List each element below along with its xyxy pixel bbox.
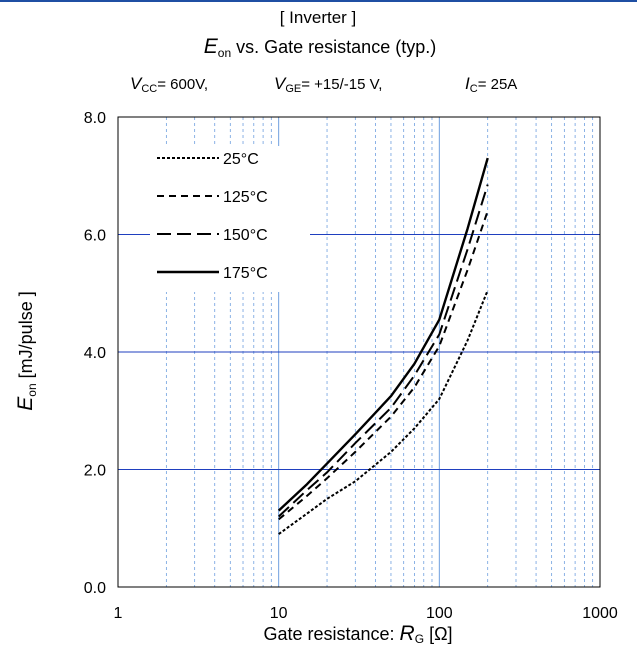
x-axis-label-symbol: R bbox=[400, 622, 415, 645]
y-tick-label: 6.0 bbox=[84, 228, 106, 245]
condition-vcc-subscript: CC bbox=[141, 83, 157, 95]
x-tick-label: 10 bbox=[270, 605, 288, 622]
x-tick-label: 100 bbox=[426, 605, 453, 622]
y-tick-label: 8.0 bbox=[84, 110, 106, 127]
plot-frame bbox=[117, 116, 601, 588]
condition-vge-symbol: V bbox=[274, 74, 287, 93]
condition-ic: IC= 25A bbox=[465, 74, 517, 95]
top-rule bbox=[0, 0, 637, 2]
y-tick-label: 4.0 bbox=[84, 345, 106, 362]
chart-title-symbol: E bbox=[204, 35, 219, 58]
legend-label-1: 25°C bbox=[223, 151, 259, 168]
y-axis-label-subscript: on bbox=[25, 383, 39, 396]
condition-vge: VGE= +15/-15 V, bbox=[274, 74, 382, 95]
condition-vcc: VCC= 600V, bbox=[130, 74, 208, 95]
y-axis-label: Eon [mJ/pulse ] bbox=[14, 291, 39, 410]
condition-vge-subscript: GE bbox=[285, 83, 301, 95]
series-group bbox=[277, 157, 489, 535]
x-tick-label: 1 bbox=[114, 605, 123, 622]
y-axis-label-symbol: E bbox=[14, 396, 37, 411]
series-line-2 bbox=[278, 210, 489, 521]
x-axis-label-unit: [Ω] bbox=[424, 624, 452, 644]
condition-vcc-value: = 600V, bbox=[157, 76, 208, 93]
legend-label-2: 125°C bbox=[223, 189, 268, 206]
x-tick-label: 1000 bbox=[582, 605, 618, 622]
series-line-1 bbox=[278, 289, 489, 535]
legend-label-4: 175°C bbox=[223, 265, 268, 282]
legend: 25°C 125°C 150°C 175°C bbox=[150, 146, 310, 292]
legend-background bbox=[150, 146, 310, 292]
condition-ic-value: = 25A bbox=[478, 76, 518, 93]
chart-title-rest: vs. Gate resistance (typ.) bbox=[231, 37, 436, 57]
tick-labels: 1 10 100 1000 0.0 2.0 4.0 6.0 8.0 bbox=[84, 110, 618, 622]
y-tick-label: 0.0 bbox=[84, 580, 106, 597]
series-line-3 bbox=[278, 184, 489, 518]
condition-vcc-symbol: V bbox=[130, 74, 143, 93]
x-axis-label-subscript: G bbox=[415, 632, 424, 646]
x-axis-label-prefix: Gate resistance: bbox=[263, 624, 399, 644]
condition-ic-subscript: C bbox=[470, 83, 478, 95]
chart-title-top: [ Inverter ] bbox=[280, 8, 357, 27]
y-tick-label: 2.0 bbox=[84, 463, 106, 480]
chart-title-subscript: on bbox=[218, 46, 231, 60]
series-line-4 bbox=[277, 157, 489, 512]
x-axis-label: Gate resistance: RG [Ω] bbox=[263, 622, 452, 646]
condition-ic-symbol: I bbox=[465, 74, 470, 93]
condition-vge-value: = +15/-15 V, bbox=[301, 76, 382, 93]
y-axis-label-unit: [mJ/pulse ] bbox=[16, 291, 36, 383]
chart-title: Eon vs. Gate resistance (typ.) bbox=[204, 35, 436, 60]
legend-label-3: 150°C bbox=[223, 227, 268, 244]
